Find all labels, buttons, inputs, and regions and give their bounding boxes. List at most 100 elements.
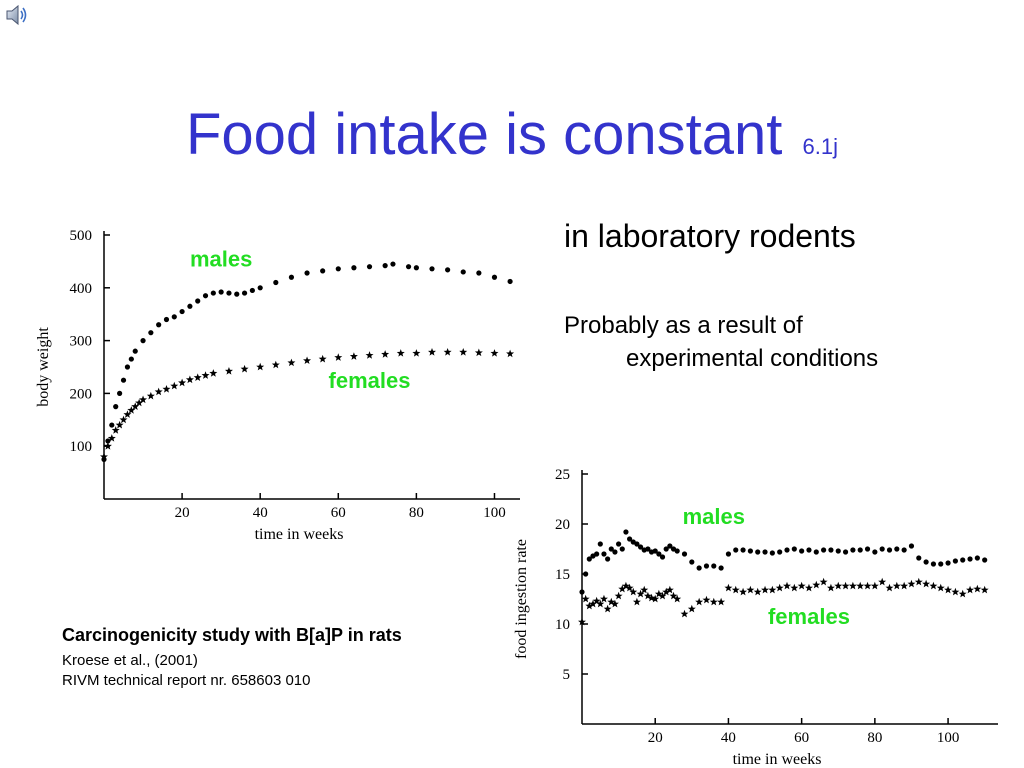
females-point — [610, 599, 619, 608]
females-point — [607, 597, 616, 606]
males-point — [304, 270, 310, 276]
males-point — [652, 548, 658, 554]
females-point — [790, 583, 799, 592]
females-point — [146, 391, 155, 400]
males-point — [148, 330, 154, 336]
males-point — [982, 557, 988, 563]
citation-authors: Kroese et al., (2001) — [62, 652, 198, 669]
males-point — [382, 263, 388, 269]
females-point — [753, 587, 762, 596]
females-point — [819, 577, 828, 586]
males-point — [612, 549, 618, 555]
males-point — [249, 287, 255, 294]
females-point — [702, 595, 711, 604]
females-point — [271, 360, 280, 369]
note-line-1: Probably as a result of — [564, 312, 803, 339]
males-point — [842, 549, 849, 555]
males-point — [128, 356, 134, 362]
males-point — [273, 279, 279, 286]
females-point — [804, 583, 813, 592]
males-point — [195, 298, 201, 304]
slide-number: 6.1j — [802, 134, 839, 159]
females-point — [201, 371, 210, 379]
series-females — [578, 577, 989, 626]
speaker-icon[interactable] — [4, 2, 30, 28]
males-point — [390, 261, 396, 267]
females-point — [775, 583, 784, 592]
y-tick-label: 20 — [555, 517, 570, 533]
males-point — [930, 561, 937, 567]
males-point — [366, 264, 373, 270]
females-point — [240, 364, 249, 373]
males-point — [656, 551, 662, 557]
females-point — [193, 373, 202, 381]
males-point — [124, 364, 131, 370]
males-point — [226, 290, 232, 296]
males-point — [140, 338, 146, 344]
males-point — [894, 546, 900, 552]
y-axis-label: body weight — [35, 327, 52, 407]
males-point — [777, 549, 783, 555]
males-point — [967, 556, 973, 562]
males-point — [703, 563, 710, 569]
females-point — [958, 589, 967, 598]
x-tick-label: 100 — [937, 730, 960, 746]
females-point — [731, 585, 740, 594]
females-point — [647, 593, 656, 602]
males-point — [179, 308, 185, 315]
series-label-males: males — [683, 504, 745, 529]
males-point — [234, 291, 240, 297]
males-point — [813, 549, 819, 555]
females-point — [695, 597, 704, 606]
males-point — [945, 560, 951, 566]
females-point — [107, 434, 116, 442]
males-point — [257, 285, 263, 291]
x-tick-label: 80 — [409, 505, 424, 521]
females-point — [687, 604, 696, 613]
females-point — [115, 420, 124, 429]
females-point — [178, 378, 187, 387]
females-point — [841, 581, 850, 590]
females-point — [709, 597, 718, 606]
males-point — [916, 555, 922, 561]
females-point — [224, 367, 233, 375]
males-point — [645, 546, 651, 552]
females-point — [929, 581, 938, 590]
x-tick-label: 20 — [175, 505, 190, 521]
males-point — [156, 322, 162, 328]
females-point — [334, 353, 343, 361]
females-point — [907, 579, 916, 588]
y-tick-label: 100 — [70, 439, 93, 455]
females-point — [170, 381, 179, 390]
females-point — [349, 352, 358, 360]
males-point — [952, 558, 958, 564]
females-point — [162, 384, 171, 393]
y-tick-label: 400 — [70, 281, 93, 297]
females-point — [848, 581, 857, 590]
females-point — [578, 617, 586, 626]
note-line-2: experimental conditions — [626, 345, 879, 372]
females-point — [658, 591, 667, 600]
y-tick-label: 300 — [70, 334, 93, 350]
females-point — [103, 442, 112, 450]
females-point — [643, 591, 652, 600]
females-point — [951, 587, 960, 596]
slide-title: Food intake is constant 6.1j — [0, 100, 1024, 182]
males-point — [597, 541, 603, 547]
females-point — [303, 356, 312, 365]
males-point — [413, 265, 419, 271]
males-point — [762, 549, 768, 555]
males-point — [583, 571, 589, 577]
citation-report: RIVM technical report nr. 658603 010 — [62, 672, 311, 689]
series-label-females: females — [329, 368, 411, 393]
slide-title-text: Food intake is constant — [185, 102, 783, 167]
males-point — [769, 550, 775, 556]
females-point — [592, 596, 601, 605]
males-point — [429, 266, 435, 272]
males-point — [210, 290, 216, 296]
males-point — [594, 551, 600, 557]
y-axis-label: food ingestion rate — [513, 539, 530, 659]
females-point — [812, 580, 821, 589]
females-point — [581, 594, 590, 603]
males-point — [755, 549, 761, 555]
